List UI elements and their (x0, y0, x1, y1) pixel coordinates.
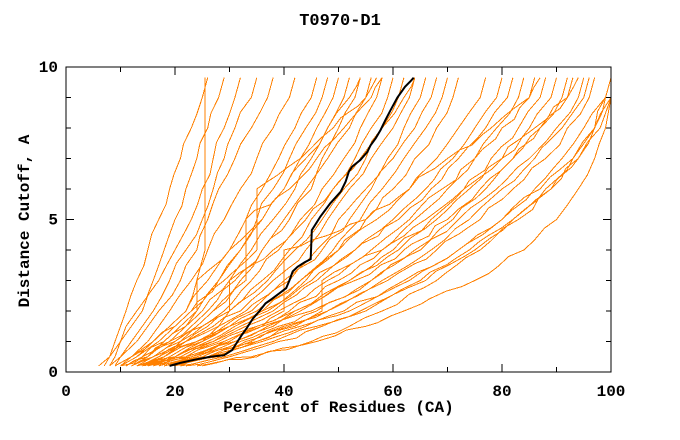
y-axis-label: Distance Cutoff, A (16, 134, 34, 308)
model-curve (142, 77, 487, 367)
model-curve (109, 77, 225, 367)
model-curve (142, 77, 574, 367)
model-curve (125, 77, 405, 367)
model-curve (180, 77, 612, 367)
model-curves (98, 77, 612, 367)
model-curve (114, 77, 258, 367)
model-curve (153, 77, 459, 367)
x-axis-label: Percent of Residues (CA) (223, 399, 454, 417)
model-curve (196, 77, 612, 367)
y-tick-label: 0 (48, 364, 58, 382)
model-curve (147, 77, 416, 367)
model-curve (114, 77, 339, 367)
chart-title: T0970-D1 (299, 12, 381, 31)
model-curve (109, 77, 274, 367)
tick-labels: 0 20 40 60 80 100 0 5 10 (39, 59, 626, 401)
model-curve (125, 77, 361, 367)
x-tick-label: 40 (274, 383, 293, 401)
model-curve (98, 77, 241, 367)
model-curve (163, 77, 612, 367)
highlighted-model-curve (169, 77, 415, 367)
model-curve (147, 77, 541, 367)
y-tick-label: 5 (48, 212, 58, 230)
model-curve (120, 77, 318, 367)
model-curve (120, 77, 372, 367)
x-tick-label: 60 (383, 383, 402, 401)
axes (65, 66, 612, 373)
model-curve (153, 77, 557, 367)
model-curve (103, 77, 209, 367)
model-curve (202, 77, 612, 367)
x-tick-label: 80 (492, 383, 511, 401)
x-tick-label: 20 (165, 383, 184, 401)
model-curve (120, 77, 378, 367)
model-curve (169, 77, 579, 367)
model-curve (120, 77, 296, 367)
model-curve (153, 77, 503, 367)
model-curve (169, 77, 568, 367)
y-tick-label: 10 (39, 59, 58, 77)
model-curve (163, 77, 596, 367)
model-curve (131, 77, 438, 367)
model-curve (158, 77, 585, 367)
model-curve (131, 77, 383, 367)
model-curve (147, 77, 536, 367)
x-tick-label: 100 (597, 383, 626, 401)
model-curve (136, 77, 383, 367)
x-tick-label: 0 (61, 383, 71, 401)
model-curve (142, 77, 448, 367)
model-curve (136, 77, 514, 367)
